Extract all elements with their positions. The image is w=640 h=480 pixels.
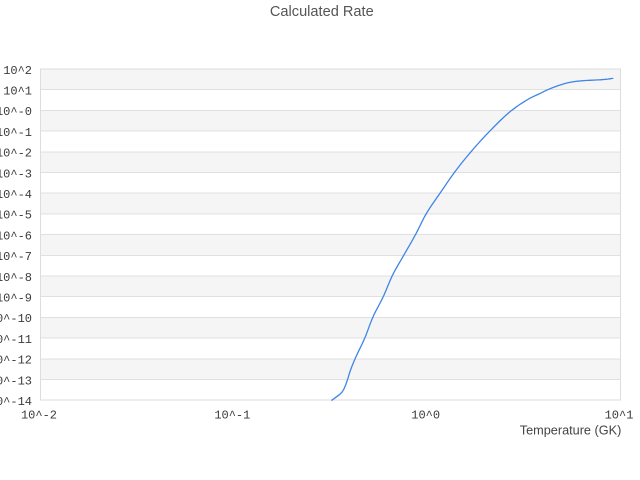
svg-text:Calculated Rate: Calculated Rate xyxy=(270,4,374,20)
svg-text:10^-4: 10^-4 xyxy=(0,188,32,202)
svg-text:10^-2: 10^-2 xyxy=(21,409,57,423)
svg-text:10^-13: 10^-13 xyxy=(0,374,32,388)
svg-text:10^-2: 10^-2 xyxy=(0,147,32,161)
svg-text:10^-1: 10^-1 xyxy=(214,409,250,423)
svg-text:10^0: 10^0 xyxy=(411,409,440,423)
svg-text:10^-12: 10^-12 xyxy=(0,354,32,368)
svg-text:10^2: 10^2 xyxy=(3,64,32,78)
svg-text:10^-10: 10^-10 xyxy=(0,312,32,326)
svg-text:10^-1: 10^-1 xyxy=(0,126,32,140)
svg-text:10^-9: 10^-9 xyxy=(0,292,32,306)
svg-text:10^-0: 10^-0 xyxy=(0,105,32,119)
svg-text:10^-5: 10^-5 xyxy=(0,209,32,223)
svg-text:10^-7: 10^-7 xyxy=(0,250,32,264)
svg-text:10^-8: 10^-8 xyxy=(0,271,32,285)
svg-text:10^1: 10^1 xyxy=(3,85,32,99)
svg-text:10^-6: 10^-6 xyxy=(0,229,32,243)
svg-text:10^1: 10^1 xyxy=(605,409,634,423)
svg-text:10^-11: 10^-11 xyxy=(0,333,32,347)
svg-text:10^-3: 10^-3 xyxy=(0,167,32,181)
svg-text:10^-14: 10^-14 xyxy=(0,395,32,409)
svg-text:Temperature (GK): Temperature (GK) xyxy=(520,423,622,437)
